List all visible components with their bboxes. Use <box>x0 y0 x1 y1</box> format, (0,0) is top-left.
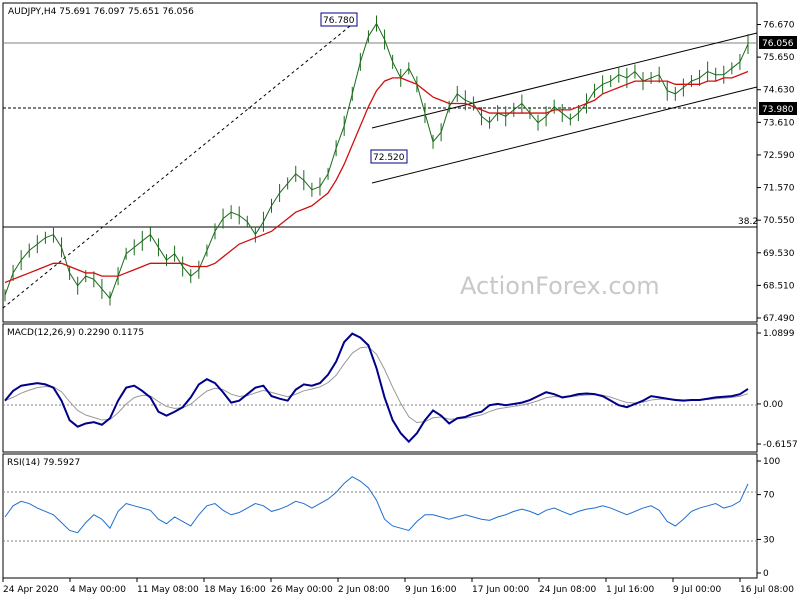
time-x-tick: 24 Jun 08:00 <box>539 585 596 595</box>
rsi-y-tick: 0 <box>763 569 769 579</box>
rsi-y-tick: 100 <box>763 457 780 467</box>
time-x-tick: 2 Jun 08:00 <box>338 585 390 595</box>
macd-line <box>4 332 749 444</box>
price-y-tick: 72.590 <box>763 151 795 161</box>
macd-y-tick: -0.6157 <box>763 440 798 450</box>
fib-38-2-label: 38.2 <box>738 217 758 227</box>
price-y-tick: 67.490 <box>763 314 795 324</box>
channel-lower-line <box>371 86 758 184</box>
price-y-tick: 69.530 <box>763 249 795 259</box>
macd-signal-line <box>4 346 749 424</box>
time-x-tick: 9 Jul 00:00 <box>673 585 722 595</box>
rsi-y-axis: 100 70 30 0 <box>757 457 780 579</box>
macd-panel: MACD(12,26,9) 0.2290 0.1175 1.0899 0.00 -0… <box>2 323 798 453</box>
price-y-tick: 75.650 <box>763 53 795 63</box>
time-x-tick: 11 May 08:00 <box>137 585 199 595</box>
price-series-line <box>4 22 749 300</box>
time-x-tick: 1 Jul 16:00 <box>606 585 655 595</box>
time-x-tick: 17 Jun 00:00 <box>472 585 529 595</box>
rsi-line <box>4 476 749 534</box>
current-price-tag: 76.056 <box>762 39 794 49</box>
price-y-tick: 70.550 <box>763 216 795 226</box>
macd-y-tick: 1.0899 <box>763 329 795 339</box>
macd-y-axis: 1.0899 0.00 -0.6157 <box>757 329 798 450</box>
time-x-tick: 26 May 00:00 <box>271 585 333 595</box>
watermark: ActionForex.com <box>460 272 660 300</box>
price-y-axis: 76.670 75.650 74.630 73.610 72.590 71.570 70.5… <box>757 21 795 324</box>
time-x-tick: 16 Jul 08:00 <box>740 585 794 595</box>
high-label: 76.780 <box>323 16 355 26</box>
rsi-y-tick: 30 <box>763 535 775 545</box>
low-label: 72.520 <box>373 153 405 163</box>
price-y-tick: 71.570 <box>763 184 795 194</box>
time-x-axis: 24 Apr 2020 4 May 00:00 11 May 08:00 18 May… <box>2 578 794 595</box>
price-y-tick: 76.670 <box>763 21 795 31</box>
price-y-tick: 73.610 <box>763 118 795 128</box>
time-x-tick: 24 Apr 2020 <box>3 585 59 595</box>
rsi-panel: RSI(14) 79.5927 100 70 30 0 <box>2 453 780 579</box>
level-price-tag: 73.980 <box>762 105 794 115</box>
time-x-tick: 4 May 00:00 <box>70 585 126 595</box>
price-panel-title: AUDJPY,H4 75.691 76.097 75.651 76.056 <box>8 7 194 17</box>
channel-upper-line <box>371 32 758 129</box>
macd-panel-title: MACD(12,26,9) 0.2290 0.1175 <box>7 328 144 338</box>
time-x-tick: 9 Jun 16:00 <box>405 585 457 595</box>
price-y-tick: 74.630 <box>763 86 795 96</box>
moving-average-line <box>4 70 749 284</box>
rsi-panel-title: RSI(14) 79.5927 <box>7 458 80 468</box>
rsi-y-tick: 70 <box>763 491 775 501</box>
time-x-tick: 18 May 16:00 <box>204 585 266 595</box>
price-panel: ActionForex.com AUDJPY,H4 75.691 76.097 … <box>2 2 797 324</box>
price-y-tick: 68.510 <box>763 281 795 291</box>
macd-y-tick: 0.00 <box>763 400 783 410</box>
